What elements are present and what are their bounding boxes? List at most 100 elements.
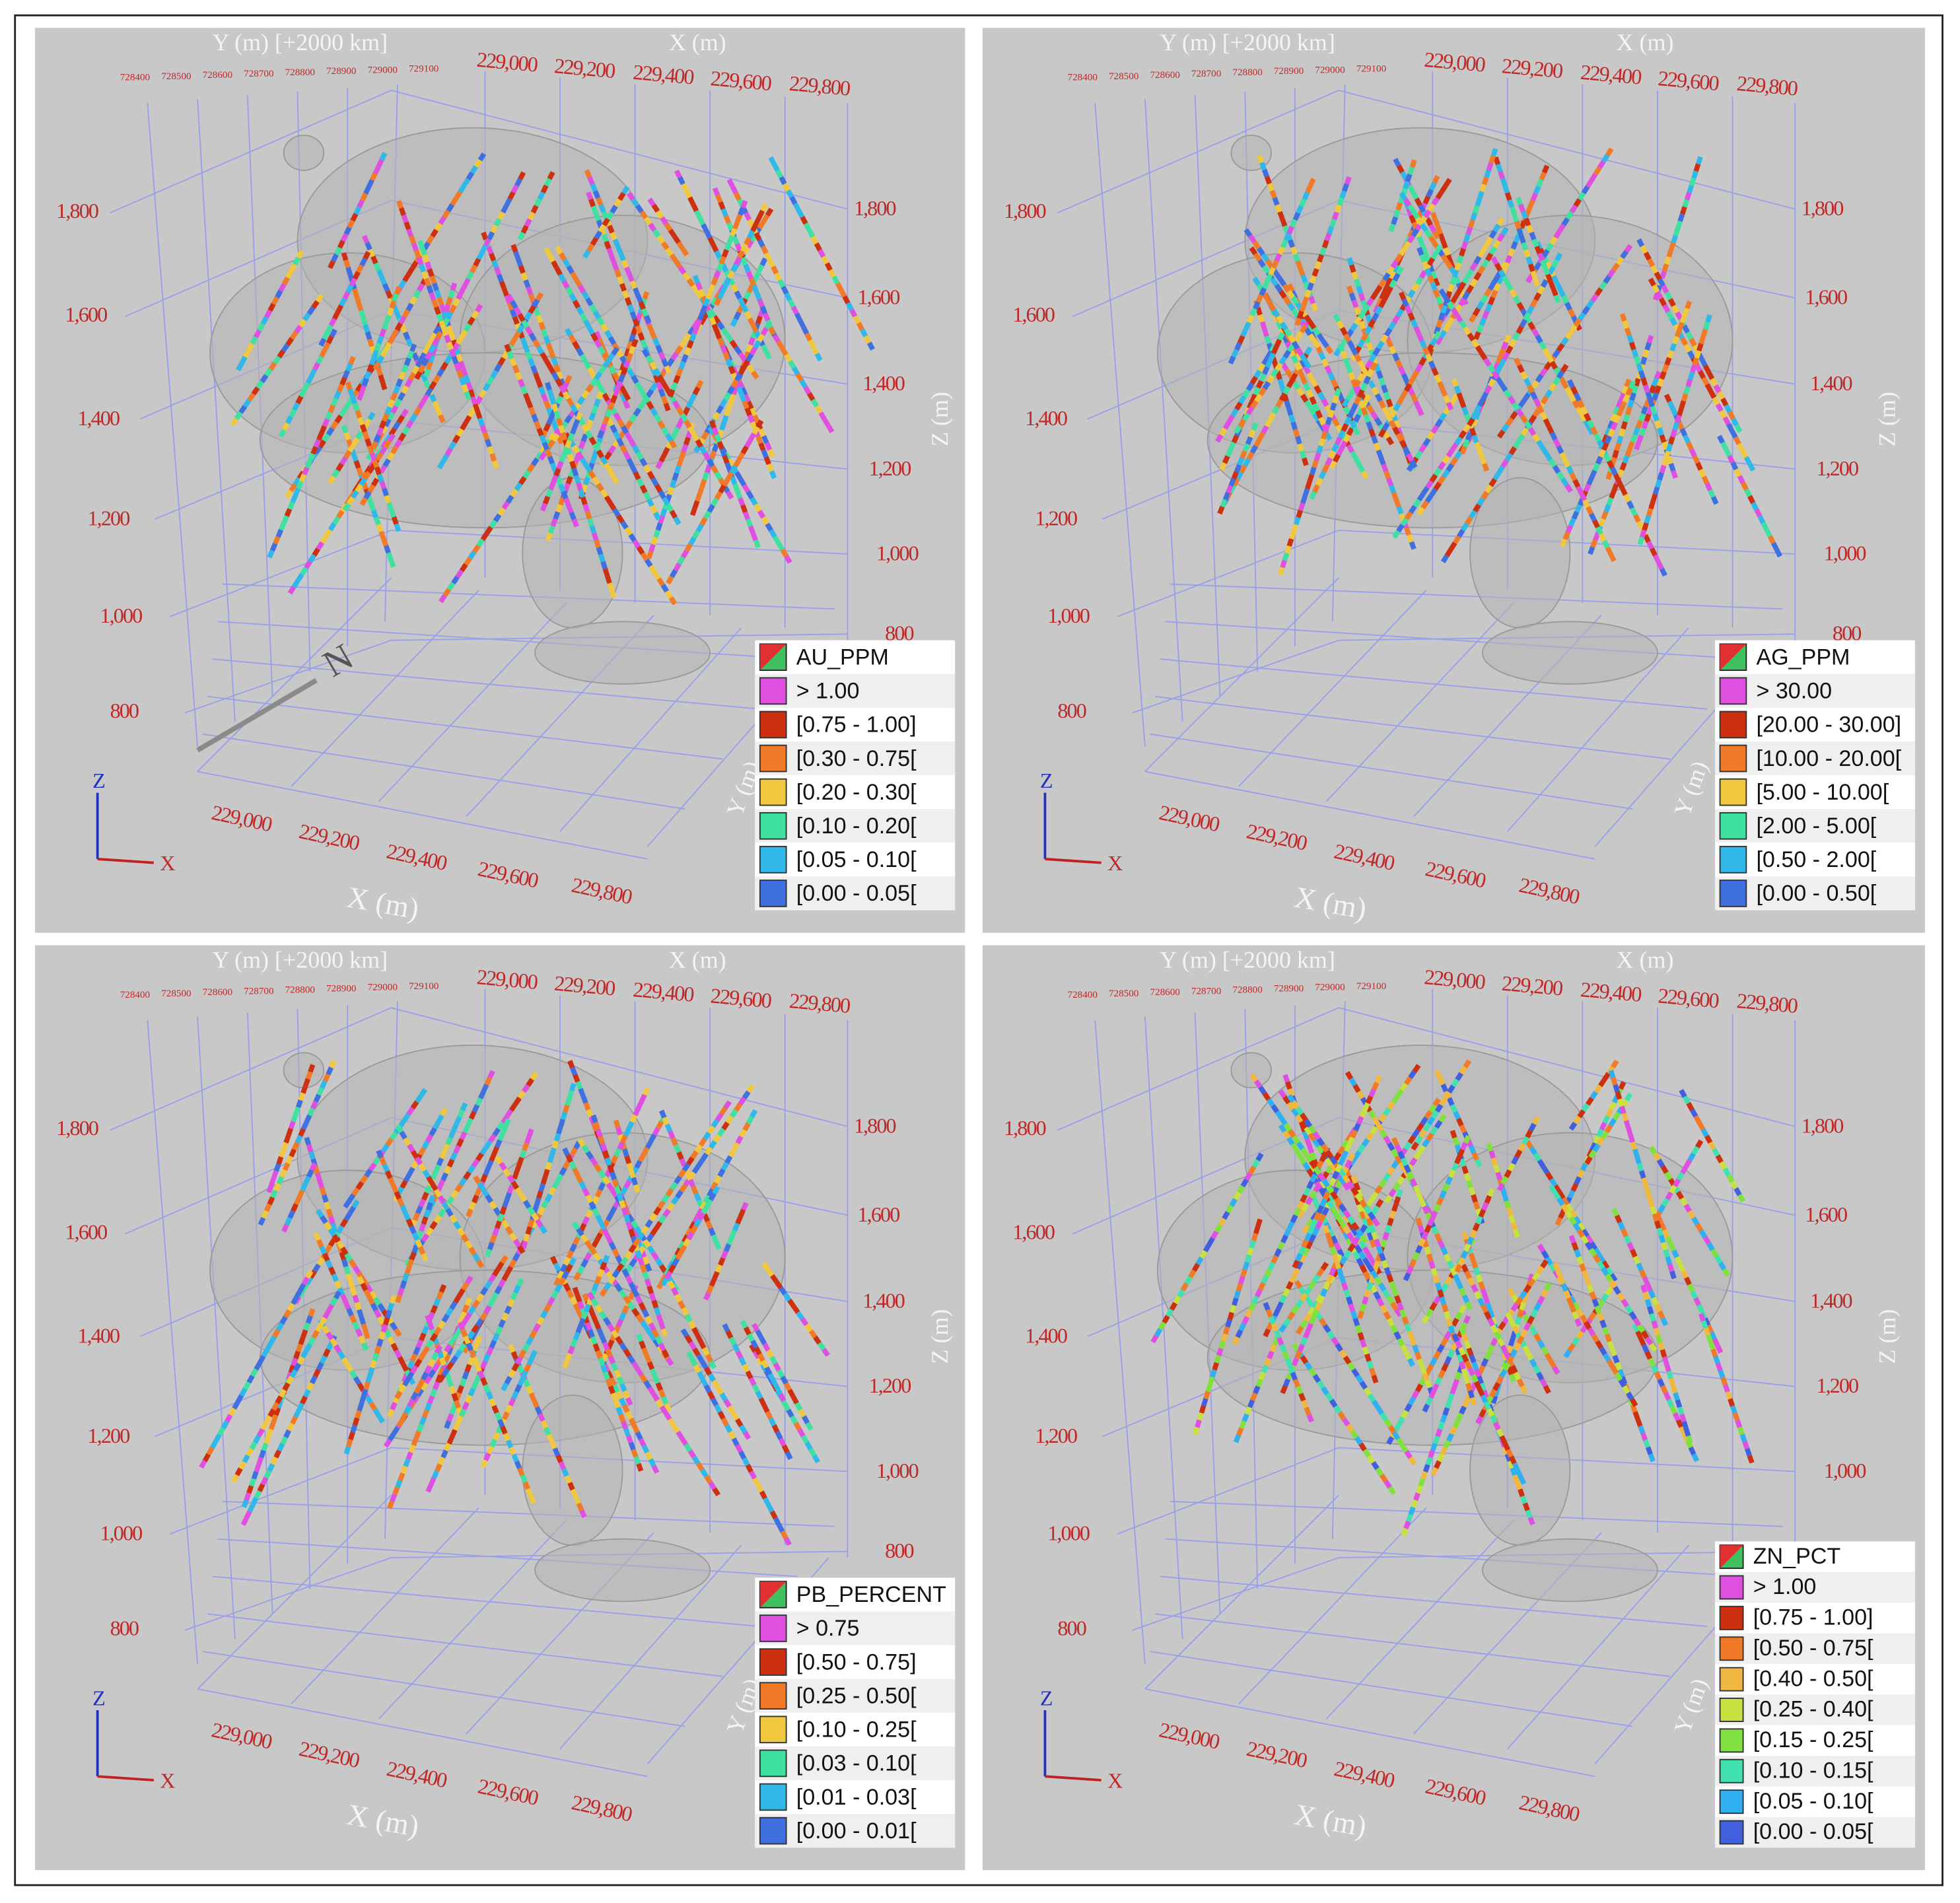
drillhole-segment [738,1450,747,1460]
drillhole-segment [268,1335,277,1344]
drillhole-segment [647,470,655,480]
drillhole-segment [1572,479,1581,488]
drillhole-segment [650,1227,658,1237]
drillhole-segment [419,1332,427,1342]
drillhole-segment [594,380,603,389]
drillhole-segment [748,525,755,535]
drillhole-segment [372,361,381,371]
drillhole-segment [1726,423,1734,433]
drillhole-segment [242,398,252,408]
drillhole-segment [514,371,522,381]
drillhole-segment [756,333,765,343]
drillhole-segment [669,569,678,578]
drillhole-segment [679,1158,687,1167]
drillhole-segment [401,1362,409,1372]
drillhole-segment [724,407,732,417]
drillhole-segment [261,1442,269,1452]
drillhole-segment [801,326,810,335]
drillhole-segment [1404,1403,1413,1412]
drillhole-segment [514,1356,523,1366]
drillhole-segment [1385,398,1393,408]
drillhole-segment [1464,413,1472,423]
drillhole-segment [573,1272,582,1281]
drillhole-segment [724,1424,733,1434]
drillhole-segment [300,1349,309,1359]
drillhole-segment [376,1338,384,1347]
drillhole-segment [732,1142,740,1152]
drillhole-segment [359,1175,368,1184]
drillhole-segment [1627,334,1634,343]
drillhole-segment [524,1135,532,1144]
drillhole-segment [428,1194,436,1204]
axis-title: Y (m) [+2000 km] [212,29,388,55]
drillhole-segment [382,1317,390,1326]
drillhole-segment [463,1335,471,1345]
drillhole-segment [674,1175,682,1185]
drillhole-segment [213,1433,222,1443]
drillhole-segment [434,1344,442,1354]
drillhole-segment [766,463,775,472]
drillhole-segment [1279,321,1288,331]
drillhole-segment [1253,386,1261,396]
drillhole-segment [660,508,668,517]
drillhole-segment [1437,475,1446,485]
drillhole-segment [444,1420,452,1430]
drillhole-segment [684,543,693,552]
legend-swatch [1719,677,1747,705]
drillhole-segment [504,1375,512,1385]
drillhole-segment [1457,297,1467,307]
drillhole-segment [694,209,703,219]
drillhole-segment [1230,408,1239,417]
grid-line [202,1651,685,1727]
grid-line [1150,1651,1633,1727]
drillhole-segment [516,324,525,334]
drillhole-segment [398,1384,407,1393]
drillhole-segment [415,1094,423,1103]
drillhole-segment [1381,464,1389,473]
drillhole-segment [514,1460,522,1470]
drillhole-segment [440,454,449,464]
drillhole-segment [1401,372,1409,382]
drillhole-segment [835,282,843,291]
drillhole-segment [1310,378,1319,388]
drillhole-segment [402,426,410,435]
drillhole-segment [479,1286,489,1296]
drillhole-segment [260,374,269,384]
drillhole-segment [822,417,831,427]
drillhole-segment [686,1231,695,1241]
drillhole-segment [1376,1298,1385,1307]
drillhole-segment [631,1288,640,1298]
drillhole-segment [609,1206,617,1216]
drillhole-segment [1426,343,1434,353]
drillhole-segment [1315,477,1323,487]
drillhole-segment [1599,281,1607,291]
drillhole-segment [1473,405,1482,414]
axis-title: X (m) [1617,29,1674,55]
drillhole-segment [1503,389,1512,399]
drillhole-segment [500,1255,508,1264]
drillhole-segment [1574,504,1582,513]
drillhole-segment [1407,386,1415,396]
drillhole-segment [784,353,792,363]
drillhole-segment [676,1151,684,1160]
drillhole-segment [353,1376,362,1385]
drillhole-segment [779,176,787,186]
drillhole-segment [468,389,475,398]
drillhole-segment [744,407,752,417]
drillhole-segment [1498,358,1506,368]
drillhole-segment [422,345,431,355]
drillhole-segment [1602,1072,1611,1082]
drillhole-segment [1571,1336,1580,1346]
drillhole-segment [1353,457,1362,467]
drillhole-segment [390,392,398,401]
drillhole-segment [400,408,409,418]
drillhole-segment [479,425,487,434]
drillhole-segment [1436,1344,1445,1354]
drillhole-segment [718,1257,726,1266]
drillhole-segment [1697,343,1704,352]
drillhole-segment [1382,1231,1389,1241]
drillhole-segment [363,324,370,333]
drillhole-segment [1442,294,1452,304]
drillhole-segment [1296,387,1305,397]
drillhole-segment [424,1365,433,1374]
